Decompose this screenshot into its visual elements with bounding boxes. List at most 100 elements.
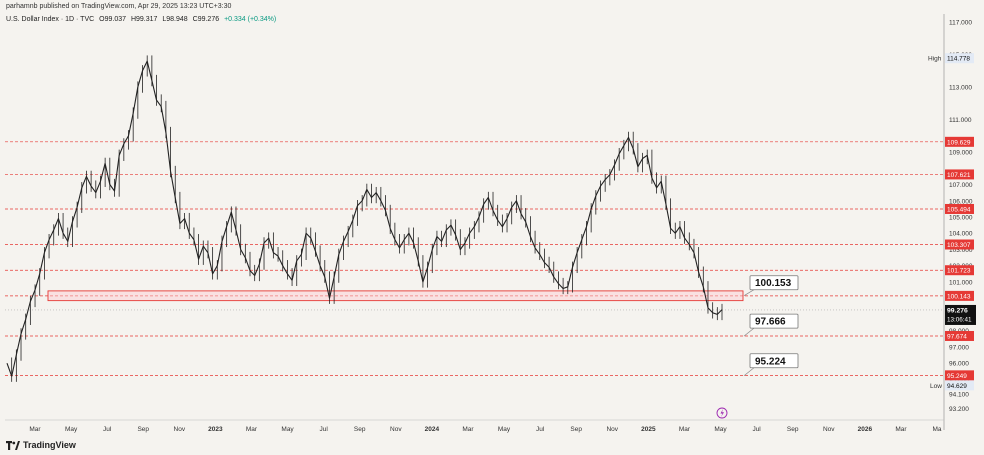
y-tick-label: 109.000 xyxy=(949,150,973,157)
y-tick-label: 117.000 xyxy=(949,20,972,27)
high-label-value: 114.778 xyxy=(947,56,970,63)
level-label-bg xyxy=(945,136,974,147)
symbol-legend: U.S. Dollar Index · 1D · TVC O99.037 H99… xyxy=(6,16,279,23)
annotation-pointer xyxy=(743,367,755,377)
x-tick-label: Mar xyxy=(246,426,258,433)
y-tick-label: 106.000 xyxy=(949,198,973,205)
y-tick-label: 111.000 xyxy=(949,117,972,124)
annotation-text: 100.153 xyxy=(755,278,792,289)
y-tick-label: 105.000 xyxy=(949,215,973,222)
low-label-bg xyxy=(945,380,974,391)
current-price-countdown: 13:06:41 xyxy=(947,316,972,323)
x-tick-label: Mar xyxy=(462,426,474,433)
y-tick-label: 93.200 xyxy=(949,406,969,413)
legend-title: U.S. Dollar Index · 1D · TVC xyxy=(6,16,95,23)
x-tick-label: Mar xyxy=(895,426,907,433)
y-tick-label: 104.000 xyxy=(949,231,973,238)
x-tick-label: Mar xyxy=(29,426,41,433)
low-label-value: 94.629 xyxy=(947,383,967,390)
level-label-bg xyxy=(945,239,974,250)
publisher-header: parhamnb published on TradingView.com, A… xyxy=(6,3,232,10)
annotation-pointer xyxy=(743,289,755,297)
event-circle xyxy=(716,407,728,419)
x-tick-label: May xyxy=(714,426,727,433)
x-tick-label: Ma xyxy=(932,426,941,433)
price-series-line xyxy=(6,60,723,377)
level-price-label: 109.629 xyxy=(945,136,974,147)
x-tick-label: Jul xyxy=(319,426,328,433)
x-tick-label: Nov xyxy=(174,426,186,433)
x-tick-label: Sep xyxy=(570,426,582,433)
annotation-text: 97.666 xyxy=(755,317,786,328)
x-tick-label: Jul xyxy=(752,426,761,433)
x-tick-label: Jul xyxy=(103,426,112,433)
level-label-bg xyxy=(945,370,974,381)
tradingview-logo-icon xyxy=(6,440,20,450)
legend-close: C99.276 xyxy=(192,16,220,23)
y-tick-label: 95.000 xyxy=(949,377,969,384)
legend-low: L98.948 xyxy=(162,16,188,23)
high-label-text: High xyxy=(928,56,942,63)
low-label-text: Low xyxy=(930,383,942,390)
current-price-bg xyxy=(945,304,976,325)
level-price-label: 95.249 xyxy=(945,370,974,381)
current-price-label: 99.276 13:06:41 xyxy=(945,304,976,325)
tradingview-brand: TradingView xyxy=(23,440,76,450)
footer: TradingView xyxy=(6,440,76,450)
event-lightning-icon xyxy=(716,407,728,419)
high-label-bg xyxy=(945,53,974,64)
level-label-text: 107.621 xyxy=(947,172,971,179)
event-bolt xyxy=(720,409,724,417)
level-label-text: 97.674 xyxy=(947,333,967,340)
price-annotation: 95.224 xyxy=(743,353,799,377)
level-price-label: 105.494 xyxy=(945,203,974,214)
current-price-value: 99.276 xyxy=(947,307,968,314)
annotation-box xyxy=(749,275,799,291)
level-price-label: 101.723 xyxy=(945,265,974,276)
level-label-bg xyxy=(945,169,974,180)
price-annotation: 100.153 xyxy=(743,275,799,297)
legend-open: O99.037 xyxy=(99,16,126,23)
y-tick-label: 101.000 xyxy=(949,279,973,286)
x-tick-label: Mar xyxy=(679,426,691,433)
level-label-text: 101.723 xyxy=(947,268,971,275)
x-tick-label: May xyxy=(65,426,78,433)
level-label-text: 100.143 xyxy=(947,293,971,300)
x-tick-label: Sep xyxy=(137,426,149,433)
x-tick-label: Jul xyxy=(536,426,545,433)
annotation-text: 95.224 xyxy=(755,356,786,367)
low-label: Low 94.629 xyxy=(930,380,974,391)
level-label-text: 103.307 xyxy=(947,242,971,249)
level-label-bg xyxy=(945,203,974,214)
legend-high: H99.317 xyxy=(130,16,158,23)
x-tick-label: Nov xyxy=(823,426,835,433)
level-price-label: 103.307 xyxy=(945,239,974,250)
y-tick-label: 96.000 xyxy=(949,361,969,368)
x-tick-label: 2025 xyxy=(641,426,656,433)
high-label: High 114.778 xyxy=(928,53,974,64)
legend-change: +0.334 (+0.34%) xyxy=(224,16,277,23)
y-tick-label: 103.000 xyxy=(949,247,973,254)
level-label-text: 95.249 xyxy=(947,373,967,380)
level-label-text: 109.629 xyxy=(947,139,971,146)
x-tick-label: Nov xyxy=(390,426,402,433)
level-price-label: 100.143 xyxy=(945,290,974,301)
x-tick-label: Sep xyxy=(787,426,799,433)
x-tick-label: 2024 xyxy=(425,426,440,433)
annotation-box xyxy=(749,353,799,369)
x-tick-label: May xyxy=(498,426,511,433)
level-label-bg xyxy=(945,290,974,301)
level-price-label: 97.674 xyxy=(945,330,974,341)
y-tick-label: 107.000 xyxy=(949,182,973,189)
x-tick-label: Sep xyxy=(354,426,366,433)
annotation-pointer xyxy=(743,327,755,337)
x-tick-label: 2026 xyxy=(858,426,873,433)
level-price-label: 107.621 xyxy=(945,169,974,180)
x-tick-label: 2023 xyxy=(208,426,223,433)
x-tick-label: Nov xyxy=(606,426,618,433)
level-label-bg xyxy=(945,330,974,341)
y-tick-label: 97.000 xyxy=(949,344,969,351)
y-tick-label: 113.000 xyxy=(949,85,972,92)
price-annotation: 97.666 xyxy=(743,313,799,337)
